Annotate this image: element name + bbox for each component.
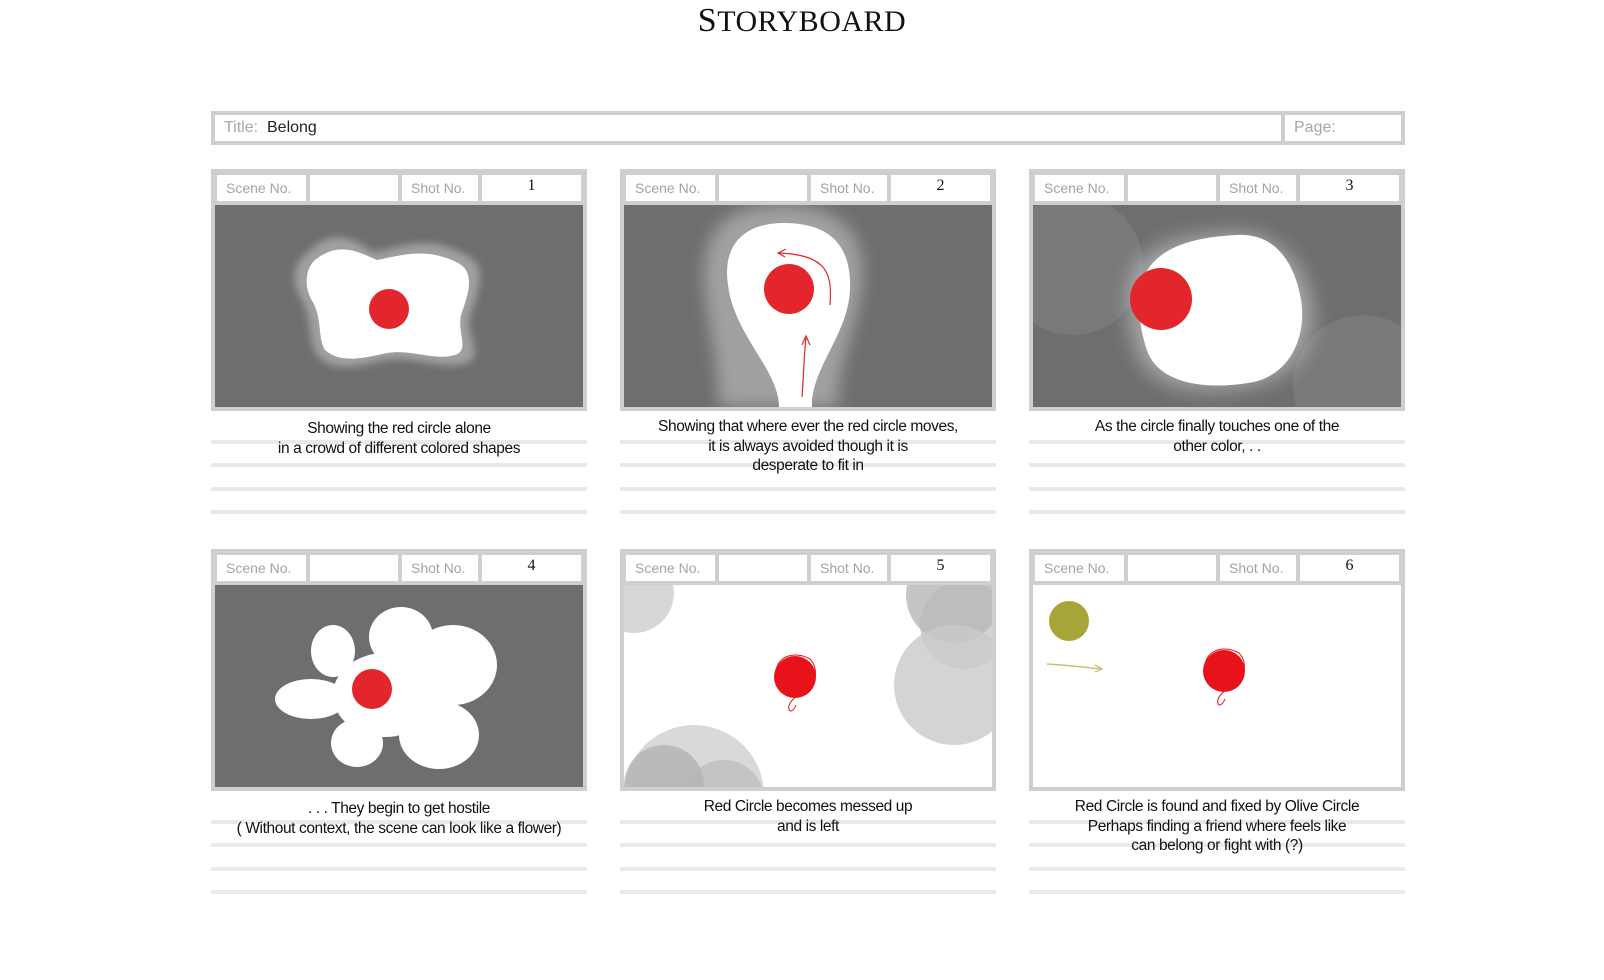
scene-number[interactable] <box>719 555 807 581</box>
shot-number[interactable]: 3 <box>1300 175 1399 201</box>
shot-label: Shot No. <box>811 555 887 581</box>
scene-4-illustration <box>275 607 497 769</box>
scene-2-illustration <box>704 205 863 407</box>
panel-header: Scene No. Shot No. 5 <box>620 549 996 581</box>
shot-label: Shot No. <box>402 175 478 201</box>
shot-label: Shot No. <box>1220 175 1296 201</box>
scene-5-illustration <box>624 585 992 787</box>
scene-label: Scene No. <box>1035 175 1124 201</box>
scene-6-illustration <box>1046 601 1245 706</box>
scene-number[interactable] <box>310 555 398 581</box>
panel-caption: Showing that where ever the red circle m… <box>658 418 958 474</box>
scene-label: Scene No. <box>217 555 306 581</box>
shot-number[interactable]: 4 <box>482 555 581 581</box>
red-circle <box>774 656 816 698</box>
title-bar-divider <box>1281 115 1285 141</box>
storyboard-panel-3: Scene No. Shot No. 3 As the circle final… <box>1029 169 1405 521</box>
olive-circle <box>1049 601 1089 641</box>
red-circle <box>352 669 392 709</box>
scene-label: Scene No. <box>1035 555 1124 581</box>
scene-1-illustration <box>294 237 480 367</box>
scene-label: Scene No. <box>626 555 715 581</box>
panel-caption: As the circle finally touches one of the… <box>1094 418 1340 455</box>
red-circle <box>764 264 814 314</box>
panel-notes: Red Circle is found and fixed by Olive C… <box>1029 791 1405 901</box>
scene-number[interactable] <box>719 175 807 201</box>
shot-label: Shot No. <box>811 175 887 201</box>
panel-notes: As the circle finally touches one of the… <box>1029 411 1405 521</box>
red-circle <box>1203 650 1245 692</box>
panel-caption: Red Circle is found and fixed by Olive C… <box>1074 798 1360 854</box>
scribble-icon <box>775 654 816 712</box>
page-label: Page: <box>1294 119 1336 136</box>
panel-notes: Showing the red circle alone in a crowd … <box>211 411 587 521</box>
shot-number[interactable]: 2 <box>891 175 990 201</box>
panel-frame <box>620 581 996 791</box>
panel-notes: Red Circle becomes messed up and is left <box>620 791 996 901</box>
panel-header: Scene No. Shot No. 6 <box>1029 549 1405 581</box>
panel-header: Scene No. Shot No. 4 <box>211 549 587 581</box>
scene-3-illustration <box>1033 205 1401 407</box>
motion-arrow-icon <box>778 252 831 306</box>
panel-caption: Red Circle becomes messed up and is left <box>703 798 913 835</box>
storyboard-panel-1: Scene No. Shot No. 1 Showing the red cir… <box>211 169 587 521</box>
panel-caption: Showing the red circle alone in a crowd … <box>277 420 521 457</box>
shot-label: Shot No. <box>1220 555 1296 581</box>
scene-label: Scene No. <box>217 175 306 201</box>
panel-frame <box>1029 581 1405 791</box>
panel-caption: . . . They begin to get hostile ( Withou… <box>236 800 562 837</box>
panel-header: Scene No. Shot No. 3 <box>1029 169 1405 201</box>
title-label: Title: <box>224 119 259 136</box>
scribble-icon <box>1204 648 1245 706</box>
panel-notes: . . . They begin to get hostile ( Withou… <box>211 791 587 901</box>
shot-number[interactable]: 5 <box>891 555 990 581</box>
motion-arrow-icon <box>1046 663 1102 670</box>
panel-notes: Showing that where ever the red circle m… <box>620 411 996 521</box>
red-circle <box>1130 268 1192 330</box>
title-value[interactable]: Belong <box>267 119 317 136</box>
scene-number[interactable] <box>310 175 398 201</box>
panel-header: Scene No. Shot No. 2 <box>620 169 996 201</box>
motion-arrow-icon <box>801 336 807 398</box>
panel-frame <box>1029 201 1405 411</box>
title-bar: Title: Belong Page: <box>211 111 1405 145</box>
red-circle <box>369 289 409 329</box>
scene-label: Scene No. <box>626 175 715 201</box>
storyboard-panel-2: Scene No. Shot No. 2 Showing that where … <box>620 169 996 521</box>
shot-number[interactable]: 6 <box>1300 555 1399 581</box>
page-title: STORYBOARD <box>697 2 907 39</box>
scene-number[interactable] <box>1128 175 1216 201</box>
panel-frame <box>211 581 587 791</box>
scene-number[interactable] <box>1128 555 1216 581</box>
storyboard-panel-6: Scene No. Shot No. 6 Red Circle is found… <box>1029 549 1405 901</box>
shot-number[interactable]: 1 <box>482 175 581 201</box>
panel-header: Scene No. Shot No. 1 <box>211 169 587 201</box>
panel-frame <box>211 201 587 411</box>
storyboard-panel-4: Scene No. Shot No. 4 . . . They begin to <box>211 549 587 901</box>
shot-label: Shot No. <box>402 555 478 581</box>
storyboard-panel-5: Scene No. Shot No. 5 Red Circle becomes … <box>620 549 996 901</box>
panel-frame <box>620 201 996 411</box>
